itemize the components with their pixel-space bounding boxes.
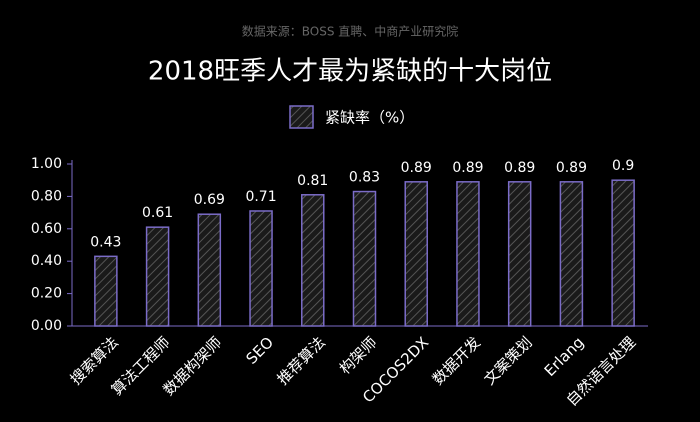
value-label: 0.83 <box>349 170 380 186</box>
bar <box>94 255 118 327</box>
bar <box>301 194 325 327</box>
x-tick-label: Erlang <box>541 333 588 380</box>
bar <box>197 213 222 327</box>
bar <box>456 181 480 327</box>
y-tick-label: 0.80 <box>31 188 62 204</box>
value-label: 0.71 <box>245 189 276 205</box>
value-label: 0.69 <box>194 192 225 208</box>
y-tick-label: 0.40 <box>31 253 62 269</box>
value-label: 0.89 <box>401 160 432 176</box>
bar <box>611 179 635 327</box>
value-label: 0.89 <box>452 160 483 176</box>
value-label: 0.43 <box>90 234 121 250</box>
y-tick-label: 1.00 <box>31 156 62 172</box>
legend-swatch <box>289 105 314 129</box>
y-tick-label: 0.60 <box>31 221 62 237</box>
bar <box>352 190 377 327</box>
chart-title: 2018旺季人才最为紧缺的十大岗位 <box>148 57 552 87</box>
y-tick-label: 0.00 <box>31 318 62 334</box>
x-tick-label: 构架师 <box>336 333 381 378</box>
x-tick-label: SEO <box>243 333 278 368</box>
value-label: 0.61 <box>142 205 173 221</box>
x-tick-label: 文案策划 <box>481 333 536 388</box>
source: 数据来源：BOSS 直聘、中商产业研究院 <box>242 24 459 39</box>
x-tick-label: 推荐算法 <box>274 333 329 388</box>
value-label: 0.81 <box>297 173 328 189</box>
value-label: 0.9 <box>612 158 634 174</box>
value-label: 0.89 <box>556 160 587 176</box>
legend-label: 紧缺率（%） <box>325 109 414 127</box>
bar <box>145 226 170 327</box>
bar <box>507 181 532 327</box>
bar <box>559 181 584 327</box>
bar <box>404 181 428 327</box>
bar <box>249 210 273 327</box>
y-tick-label: 0.20 <box>31 286 62 302</box>
value-label: 0.89 <box>504 160 535 176</box>
x-tick-label: 数据开发 <box>429 333 484 388</box>
